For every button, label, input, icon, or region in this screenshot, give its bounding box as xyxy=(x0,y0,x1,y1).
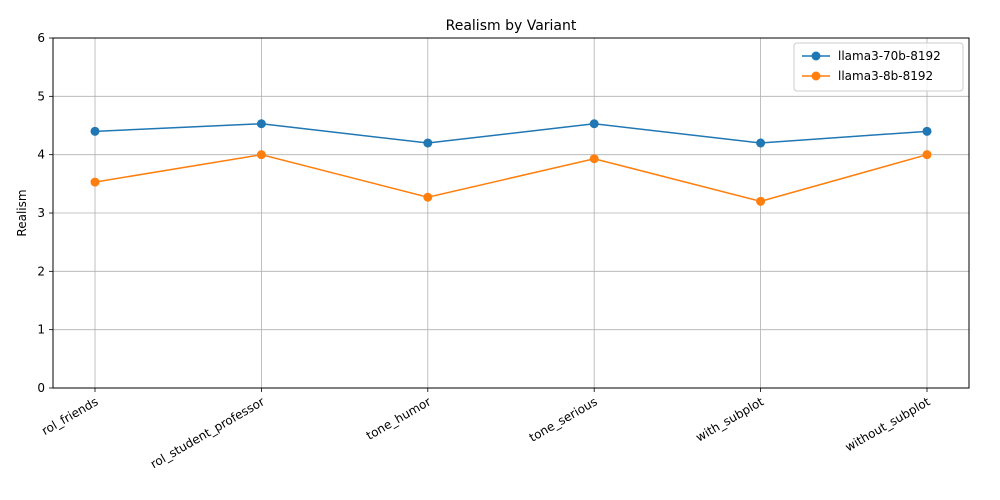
series-layer xyxy=(90,119,932,206)
y-tick-label: 6 xyxy=(37,31,45,45)
y-tick-label: 1 xyxy=(37,323,45,337)
data-point xyxy=(90,177,100,187)
data-point xyxy=(589,119,599,129)
data-point xyxy=(756,196,766,206)
data-point xyxy=(423,192,433,202)
data-point xyxy=(90,126,100,136)
legend-marker xyxy=(811,51,821,61)
data-point xyxy=(256,150,266,160)
legend-item: llama3-70b-8192 xyxy=(802,49,941,63)
y-tick-label: 5 xyxy=(37,89,45,103)
y-tick-label: 0 xyxy=(37,381,45,395)
data-point xyxy=(256,119,266,129)
data-point xyxy=(922,126,932,136)
legend: llama3-70b-8192 llama3-8b-8192 xyxy=(793,42,964,92)
y-tick-label: 3 xyxy=(37,206,45,220)
legend-label: llama3-70b-8192 xyxy=(838,49,941,63)
legend-box xyxy=(793,42,964,92)
data-point xyxy=(756,138,766,148)
chart-title: Realism by Variant xyxy=(446,18,577,34)
y-tick-label: 2 xyxy=(37,264,45,278)
data-point xyxy=(423,138,433,148)
y-tick-label: 4 xyxy=(37,148,45,162)
legend-label: llama3-8b-8192 xyxy=(838,69,933,83)
legend-item: llama3-8b-8192 xyxy=(802,69,933,83)
series-llama3-70b-8192 xyxy=(90,119,932,148)
series-llama3-8b-8192 xyxy=(90,150,932,206)
legend-marker xyxy=(811,71,821,81)
y-axis-title: Realism xyxy=(15,189,29,236)
series-line xyxy=(94,153,928,203)
data-point xyxy=(589,154,599,164)
data-point xyxy=(922,150,932,160)
series-line xyxy=(94,122,928,144)
